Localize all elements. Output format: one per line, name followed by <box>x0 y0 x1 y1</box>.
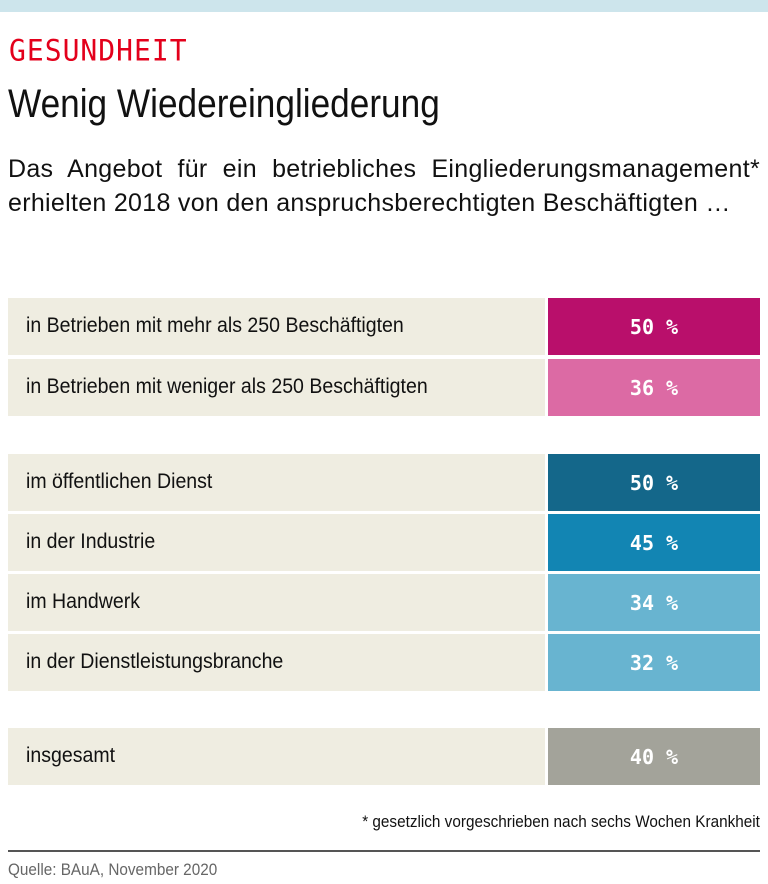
row-value: 36 % <box>548 359 760 416</box>
row-value: 45 % <box>548 514 760 571</box>
kicker: GESUNDHEIT <box>9 33 188 68</box>
row-value: 32 % <box>548 634 760 691</box>
row-label-cell: in der Dienstleistungsbranche <box>8 634 545 691</box>
table-row: im Handwerk 34 % <box>8 574 760 631</box>
row-label-cell: insgesamt <box>8 728 545 785</box>
table-row: in der Dienstleistungsbranche 32 % <box>8 634 760 691</box>
chart-subtitle: Das Angebot für ein betriebliches Eingli… <box>8 155 760 217</box>
row-label-cell: in Betrieben mit weniger als 250 Beschäf… <box>8 359 545 416</box>
row-value: 50 % <box>548 298 760 355</box>
table-row: insgesamt 40 % <box>8 728 760 785</box>
source: Quelle: BAuA, November 2020 <box>8 860 218 879</box>
table-row: in Betrieben mit mehr als 250 Beschäftig… <box>8 298 760 355</box>
table-row: in der Industrie 45 % <box>8 514 760 571</box>
row-label: in der Industrie <box>26 530 156 553</box>
table-row: im öffentlichen Dienst 50 % <box>8 454 760 511</box>
divider <box>8 850 760 852</box>
row-value: 40 % <box>548 728 760 785</box>
row-label: insgesamt <box>26 744 116 767</box>
row-label: im öffentlichen Dienst <box>26 470 213 493</box>
footnote: * gesetzlich vorgeschrieben nach sechs W… <box>362 812 760 831</box>
table-row: in Betrieben mit weniger als 250 Beschäf… <box>8 359 760 416</box>
row-label: in Betrieben mit weniger als 250 Beschäf… <box>26 375 428 398</box>
row-value: 50 % <box>548 454 760 511</box>
row-label: in Betrieben mit mehr als 250 Beschäftig… <box>26 314 404 337</box>
top-bar <box>0 0 768 12</box>
chart-title: Wenig Wiedereingliederung <box>8 82 440 126</box>
row-label-cell: im öffentlichen Dienst <box>8 454 545 511</box>
row-label-cell: im Handwerk <box>8 574 545 631</box>
row-value: 34 % <box>548 574 760 631</box>
row-label-cell: in der Industrie <box>8 514 545 571</box>
row-label: im Handwerk <box>26 590 140 613</box>
row-label: in der Dienstleistungsbranche <box>26 650 284 673</box>
row-label-cell: in Betrieben mit mehr als 250 Beschäftig… <box>8 298 545 355</box>
